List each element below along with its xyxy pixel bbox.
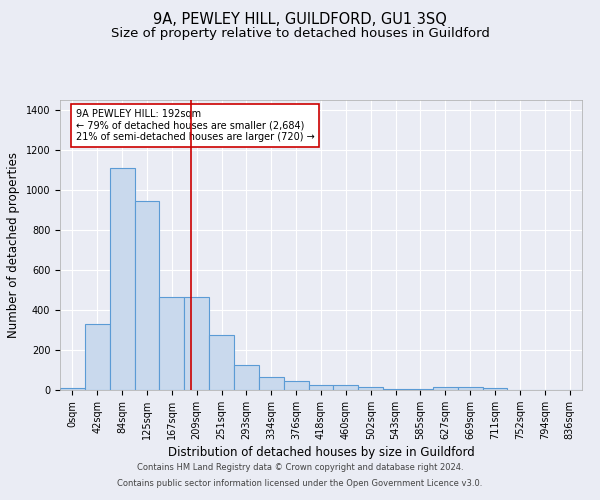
Bar	[334, 385, 358, 390]
X-axis label: Distribution of detached houses by size in Guildford: Distribution of detached houses by size …	[167, 446, 475, 459]
Bar	[308, 385, 334, 390]
Bar	[134, 201, 160, 390]
Bar	[284, 381, 308, 390]
Text: 9A, PEWLEY HILL, GUILDFORD, GU1 3SQ: 9A, PEWLEY HILL, GUILDFORD, GU1 3SQ	[153, 12, 447, 28]
Bar	[408, 389, 433, 390]
Text: Contains public sector information licensed under the Open Government Licence v3: Contains public sector information licen…	[118, 478, 482, 488]
Bar	[110, 168, 134, 390]
Bar	[383, 389, 408, 390]
Bar	[458, 387, 482, 390]
Text: Contains HM Land Registry data © Crown copyright and database right 2024.: Contains HM Land Registry data © Crown c…	[137, 464, 463, 472]
Bar	[259, 377, 284, 390]
Bar	[85, 324, 110, 390]
Bar	[160, 297, 184, 390]
Text: 9A PEWLEY HILL: 192sqm
← 79% of detached houses are smaller (2,684)
21% of semi-: 9A PEWLEY HILL: 192sqm ← 79% of detached…	[76, 108, 314, 142]
Bar	[184, 297, 209, 390]
Y-axis label: Number of detached properties: Number of detached properties	[7, 152, 20, 338]
Bar	[60, 388, 85, 390]
Text: Size of property relative to detached houses in Guildford: Size of property relative to detached ho…	[110, 28, 490, 40]
Bar	[209, 335, 234, 390]
Bar	[433, 387, 458, 390]
Bar	[234, 365, 259, 390]
Bar	[482, 388, 508, 390]
Bar	[358, 387, 383, 390]
